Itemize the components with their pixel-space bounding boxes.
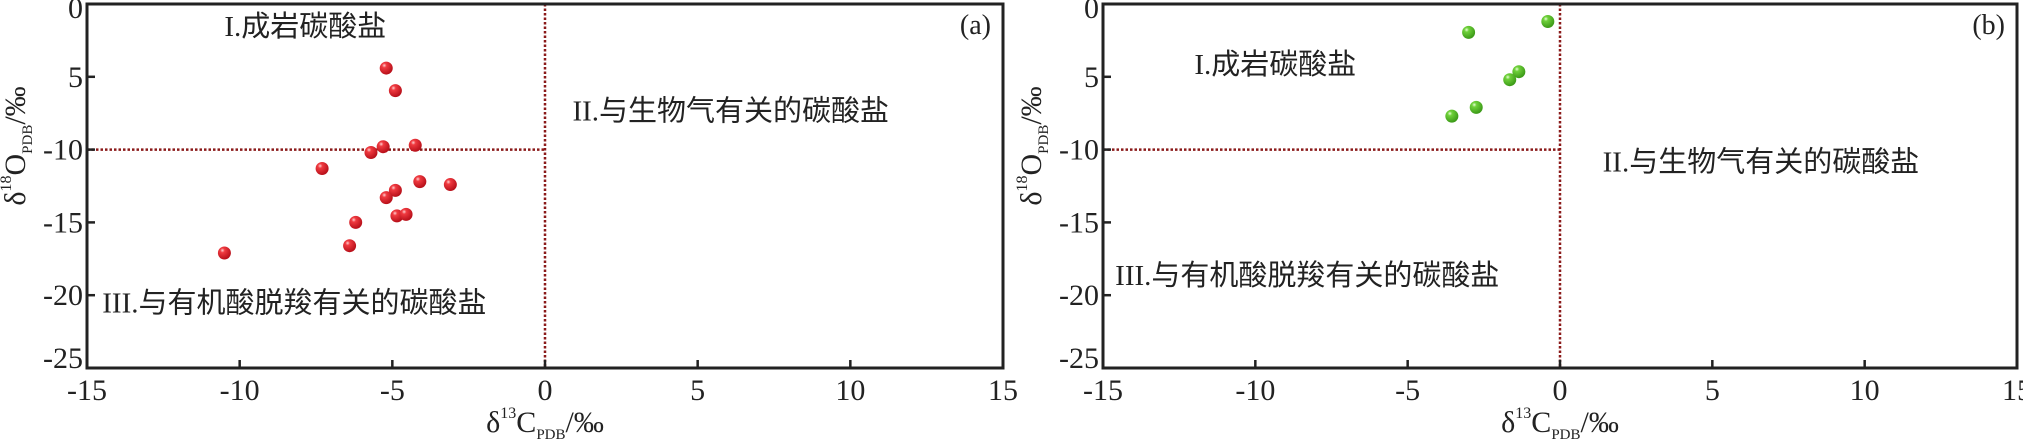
x-label-main: C [1531,406,1551,439]
region-label-3: III.与有机酸脱羧有关的碳酸盐 [102,287,486,320]
y-label-unit: /‰ [0,86,32,124]
y-tick-label: 0 [68,0,83,25]
data-point [388,84,402,98]
data-point [443,178,457,192]
panel-a: -15 -10 -5 0 5 10 1505-10-15-20-25δ13CPDB/‰δ18… [0,0,1018,439]
region-label-1: I.成岩碳酸盐 [1194,48,1356,81]
y-label-sup: 18 [0,176,15,192]
y-tick-label: 0 [1084,0,1099,25]
y-label-sub: PDB [1036,125,1052,154]
y-tick-label: 5 [1084,61,1099,94]
region-label-1: I.成岩碳酸盐 [224,10,386,43]
x-tick-label: -5 [1395,374,1420,407]
x-tick-label: 5 [1705,374,1720,407]
y-tick-label: -10 [43,134,83,167]
y-tick-label: -20 [1059,279,1099,312]
x-label-sub: PDB [1551,427,1580,439]
y-tick-label: -15 [43,206,83,239]
region-label-2: II.与生物气有关的碳酸盐 [572,94,889,127]
data-point [1503,73,1517,87]
x-label-sub: PDB [536,427,565,439]
x-label-main: C [516,406,536,439]
data-point [1541,14,1555,28]
region-label-2: II.与生物气有关的碳酸盐 [1603,145,1920,178]
data-point [413,175,427,189]
x-tick-label: 15 [988,374,1018,407]
data-point [349,215,363,229]
x-label-unit: /‰ [566,406,604,439]
x-label-unit: /‰ [1581,406,1619,439]
x-label-prefix: δ [486,406,500,439]
data-point [364,146,378,160]
y-label-sup: 18 [1014,176,1031,192]
x-label-sup: 13 [1515,405,1531,422]
y-axis-label: δ18OPDB/‰ [1014,86,1052,205]
panel-label: (b) [1972,10,2005,41]
y-label-main: O [0,154,32,176]
data-point [343,239,357,253]
data-point [1469,100,1483,114]
y-label-prefix: δ [0,192,32,206]
y-label-unit: /‰ [1015,86,1048,124]
x-tick-label: 0 [538,374,553,407]
data-point [379,61,393,75]
data-point [315,162,329,176]
y-tick-label: -25 [1059,342,1099,375]
y-tick-label: -15 [1059,206,1099,239]
data-point [1512,65,1526,79]
data-point [388,183,402,197]
data-point [376,140,390,154]
x-tick-label: -15 [67,374,107,407]
y-label-prefix: δ [1015,192,1048,206]
region-label-3: III.与有机酸脱羧有关的碳酸盐 [1115,259,1499,292]
data-point [1445,109,1459,123]
y-tick-label: -20 [43,279,83,312]
y-tick-label: 5 [68,61,83,94]
data-point [1462,25,1476,39]
x-tick-label: 0 [1553,374,1568,407]
x-tick-label: 5 [690,374,705,407]
data-point [399,207,413,221]
x-axis-label: δ13CPDB/‰ [486,405,604,439]
x-tick-label: 10 [835,374,865,407]
data-point [408,138,422,152]
x-tick-label: 15 [2002,374,2023,407]
data-point [217,246,231,260]
x-tick-label: -15 [1083,374,1123,407]
x-tick-label: -10 [1235,374,1275,407]
x-label-sup: 13 [500,405,516,422]
y-axis-label: δ18OPDB/‰ [0,86,36,205]
x-tick-label: -10 [220,374,260,407]
y-label-sub: PDB [20,125,36,154]
x-tick-label: -5 [380,374,405,407]
y-label-main: O [1015,154,1048,176]
x-axis-label: δ13CPDB/‰ [1501,405,1619,439]
x-tick-label: 10 [1850,374,1880,407]
y-tick-label: -10 [1059,134,1099,167]
data-point [379,191,393,205]
y-tick-label: -25 [43,342,83,375]
panel-label: (a) [960,10,991,41]
x-label-prefix: δ [1501,406,1515,439]
panel-b: -15-10-505101505-10-15-20-25δ13CPDB/‰δ18… [1014,0,2023,439]
